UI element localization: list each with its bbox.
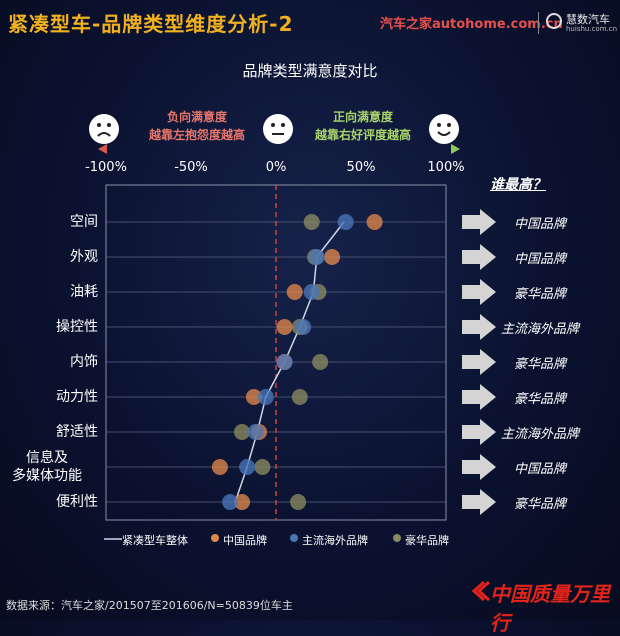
ranking-arrow-icon xyxy=(462,279,496,305)
chart-title: 品牌类型满意度对比 xyxy=(242,62,378,80)
legend-label-mainstream: 主流海外品牌 xyxy=(302,534,368,547)
x-tick-100: 100% xyxy=(427,160,465,175)
mainstream-point xyxy=(276,354,293,370)
huishu-logo-icon xyxy=(546,13,562,29)
x-tick-50: 50% xyxy=(346,160,376,175)
neutral-face-icon xyxy=(263,114,293,144)
ranking-arrow-icon xyxy=(462,419,496,445)
legend-dot-china xyxy=(211,534,219,542)
legend-label-china: 中国品牌 xyxy=(223,534,267,547)
category-label-line: 便利性 xyxy=(56,494,98,510)
positive-satisfaction-desc: 越靠右好评度越高 xyxy=(314,128,411,142)
ranking-arrow-icon xyxy=(462,209,496,235)
plot-frame xyxy=(105,184,447,521)
positive-satisfaction-title: 正向满意度 xyxy=(332,110,393,124)
mainstream-point xyxy=(222,494,239,510)
huishu-logo-name: 慧数汽车 xyxy=(566,13,610,26)
category-label-line: 操控性 xyxy=(56,319,98,335)
legend-dot-mainstream xyxy=(290,534,298,542)
china-point xyxy=(366,214,383,230)
main-title: 紧凑型车-品牌类型维度分析-2 xyxy=(8,12,294,36)
mainstream-point xyxy=(247,424,264,440)
category-label-line: 多媒体功能 xyxy=(12,468,82,484)
ranking-winner-label: 豪华品牌 xyxy=(513,392,566,407)
category-label-line: 舒适性 xyxy=(56,424,98,440)
satisfaction-scale-arrow xyxy=(98,144,460,154)
category-label: 外观 xyxy=(0,248,98,266)
category-label-line: 信息及 xyxy=(26,450,68,466)
ranking-winner-label: 中国品牌 xyxy=(513,217,566,232)
category-label: 舒适性 xyxy=(0,423,98,441)
china-point xyxy=(234,494,250,510)
ranking-winner-label: 豪华品牌 xyxy=(513,497,566,512)
category-label: 信息及 多媒体功能 xyxy=(4,449,90,485)
china-point xyxy=(211,459,228,475)
category-label: 操控性 xyxy=(0,318,98,336)
autohome-logo: 汽车之家autohome.com.cn xyxy=(380,17,563,32)
huishu-logo-url: huishu.com.cn xyxy=(566,25,618,33)
china-point xyxy=(276,319,293,335)
mainstream-point xyxy=(303,284,320,300)
happy-face-icon xyxy=(429,114,459,144)
ranking-arrow-icon xyxy=(462,489,496,515)
china-point xyxy=(324,249,341,265)
data-source: 数据来源：汽车之家/201507至201606/N=50839位车主 xyxy=(6,599,293,612)
category-label-line: 油耗 xyxy=(70,284,98,300)
ranking-winner-label: 主流海外品牌 xyxy=(500,322,579,337)
legend-label-overall: 紧凑型车整体 xyxy=(122,534,188,547)
legend-line-overall xyxy=(104,538,122,540)
scatter-plot xyxy=(105,184,496,521)
legend-dot-luxury xyxy=(393,534,401,542)
category-label-line: 空间 xyxy=(70,214,98,230)
negative-satisfaction-title: 负向满意度 xyxy=(166,110,227,124)
category-label: 内饰 xyxy=(0,353,98,371)
ranking-arrow-icon xyxy=(462,384,496,410)
luxury-point xyxy=(303,214,320,230)
x-tick-minus-100: -100% xyxy=(85,160,127,175)
x-tick-minus-50: -50% xyxy=(174,160,208,175)
ranking-winner-label: 主流海外品牌 xyxy=(500,427,579,442)
ranking-arrow-icon xyxy=(462,314,496,340)
mainstream-point xyxy=(295,319,312,335)
cqc-brand: 中国质量万里行 xyxy=(490,582,610,635)
ranking-arrow-icon xyxy=(462,349,496,375)
sad-face-icon xyxy=(89,114,119,144)
ranking-winner-label: 豪华品牌 xyxy=(513,357,566,372)
china-point xyxy=(245,389,262,405)
category-label-line: 外观 xyxy=(70,249,98,265)
luxury-point xyxy=(291,389,308,405)
luxury-point xyxy=(234,424,250,440)
category-label: 空间 xyxy=(0,213,98,231)
category-label-line: 内饰 xyxy=(70,354,98,370)
cqc-logo-icon xyxy=(471,580,490,602)
luxury-point xyxy=(290,494,307,510)
luxury-point xyxy=(254,459,271,475)
mainstream-point xyxy=(257,389,274,405)
x-tick-0: 0% xyxy=(265,160,287,175)
legend-label-luxury: 豪华品牌 xyxy=(405,534,449,547)
ranking-header: 谁最高？ xyxy=(490,177,546,193)
mainstream-point xyxy=(337,214,354,230)
negative-satisfaction-desc: 越靠左抱怨度越高 xyxy=(148,128,245,142)
ranking-winner-label: 豪华品牌 xyxy=(513,287,566,302)
ranking-arrow-icon xyxy=(462,244,496,270)
ranking-winner-label: 中国品牌 xyxy=(513,252,566,267)
category-label: 便利性 xyxy=(0,493,98,511)
mainstream-point xyxy=(239,459,256,475)
mainstream-point xyxy=(308,249,325,265)
logo-divider xyxy=(538,12,539,34)
ranking-arrow-icon xyxy=(462,454,496,480)
category-label-line: 动力性 xyxy=(56,389,98,405)
ranking-winner-label: 中国品牌 xyxy=(513,462,566,477)
category-label: 动力性 xyxy=(0,388,98,406)
category-label: 油耗 xyxy=(0,283,98,301)
china-point xyxy=(286,284,303,300)
luxury-point xyxy=(312,354,329,370)
